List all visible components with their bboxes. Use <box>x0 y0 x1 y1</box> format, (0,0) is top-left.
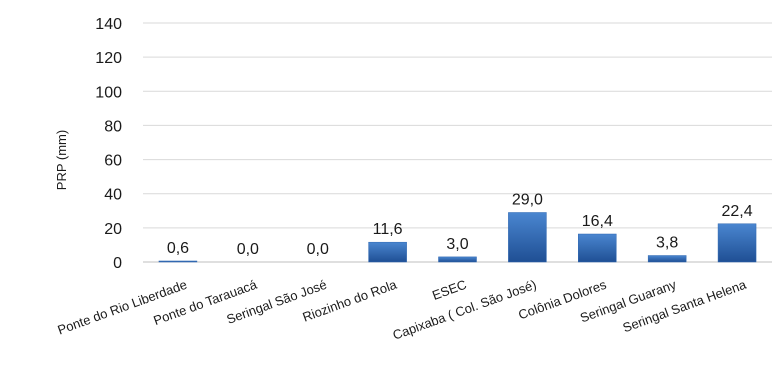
grid-lines <box>143 22 772 229</box>
data-label: 0,0 <box>307 241 329 258</box>
y-axis-label: PRP (mm) <box>54 130 69 190</box>
bar <box>578 233 617 263</box>
y-tick-label: 120 <box>95 50 122 67</box>
bar <box>508 212 547 263</box>
bar <box>647 255 687 263</box>
data-label: 0,6 <box>167 240 189 257</box>
data-label: 3,0 <box>446 236 468 253</box>
y-tick-label: 0 <box>113 255 122 272</box>
bar <box>368 241 407 263</box>
y-axis-ticks: 0 20 40 60 80 100 120 140 <box>95 16 122 272</box>
data-label: 11,6 <box>373 221 403 238</box>
data-label: 0,0 <box>237 241 259 258</box>
y-tick-label: 140 <box>95 16 122 33</box>
data-label: 29,0 <box>512 191 543 208</box>
y-tick-label: 100 <box>95 84 122 101</box>
data-labels: 0,6 0,0 0,0 11,6 3,0 29,0 16,4 3,8 22,4 <box>167 191 753 258</box>
data-label: 22,4 <box>721 203 752 220</box>
data-label: 16,4 <box>582 213 613 230</box>
x-category-label: ESEC <box>430 277 468 303</box>
bar <box>158 260 198 263</box>
x-category-label: Seringal Santa Helena <box>621 276 749 335</box>
data-label: 3,8 <box>656 235 678 252</box>
y-tick-label: 60 <box>104 153 122 170</box>
y-tick-label: 20 <box>104 221 122 238</box>
bars <box>158 212 757 263</box>
bar <box>717 223 757 263</box>
y-tick-label: 40 <box>104 187 122 204</box>
y-tick-label: 80 <box>104 118 122 135</box>
bar <box>438 256 477 263</box>
